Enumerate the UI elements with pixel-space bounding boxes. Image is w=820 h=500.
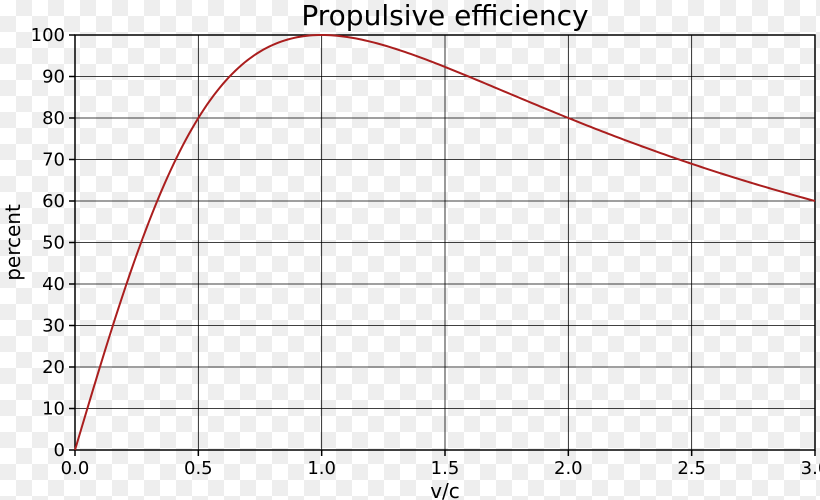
y-tick-label: 60 bbox=[42, 191, 65, 212]
y-tick-label: 90 bbox=[42, 67, 65, 88]
y-tick-label: 70 bbox=[42, 150, 65, 171]
y-tick-label: 80 bbox=[42, 108, 65, 129]
x-axis-label: v/c bbox=[430, 479, 460, 500]
x-tick-label: 3.0 bbox=[801, 458, 820, 479]
y-tick-label: 10 bbox=[42, 399, 65, 420]
y-tick-label: 20 bbox=[42, 357, 65, 378]
y-tick-label: 40 bbox=[42, 274, 65, 295]
x-tick-label: 2.0 bbox=[554, 458, 583, 479]
x-tick-label: 1.5 bbox=[431, 458, 460, 479]
x-tick-label: 0.0 bbox=[61, 458, 90, 479]
yticks: 0 10 20 30 40 50 60 70 80 90 100 bbox=[31, 25, 75, 461]
x-tick-label: 1.0 bbox=[307, 458, 336, 479]
xticks: 0.0 0.5 1.0 1.5 2.0 2.5 3.0 bbox=[61, 450, 820, 479]
y-tick-label: 30 bbox=[42, 316, 65, 337]
y-axis-label: percent bbox=[1, 204, 25, 281]
grid bbox=[75, 35, 815, 450]
chart-title: Propulsive efficiency bbox=[301, 0, 588, 32]
y-tick-label: 0 bbox=[54, 440, 65, 461]
x-tick-label: 2.5 bbox=[677, 458, 706, 479]
x-tick-label: 0.5 bbox=[184, 458, 213, 479]
chart-svg: 0.0 0.5 1.0 1.5 2.0 2.5 3.0 0 10 20 30 40 50 60 70 80 9… bbox=[0, 0, 820, 500]
y-tick-label: 50 bbox=[42, 233, 65, 254]
y-tick-label: 100 bbox=[31, 25, 65, 46]
